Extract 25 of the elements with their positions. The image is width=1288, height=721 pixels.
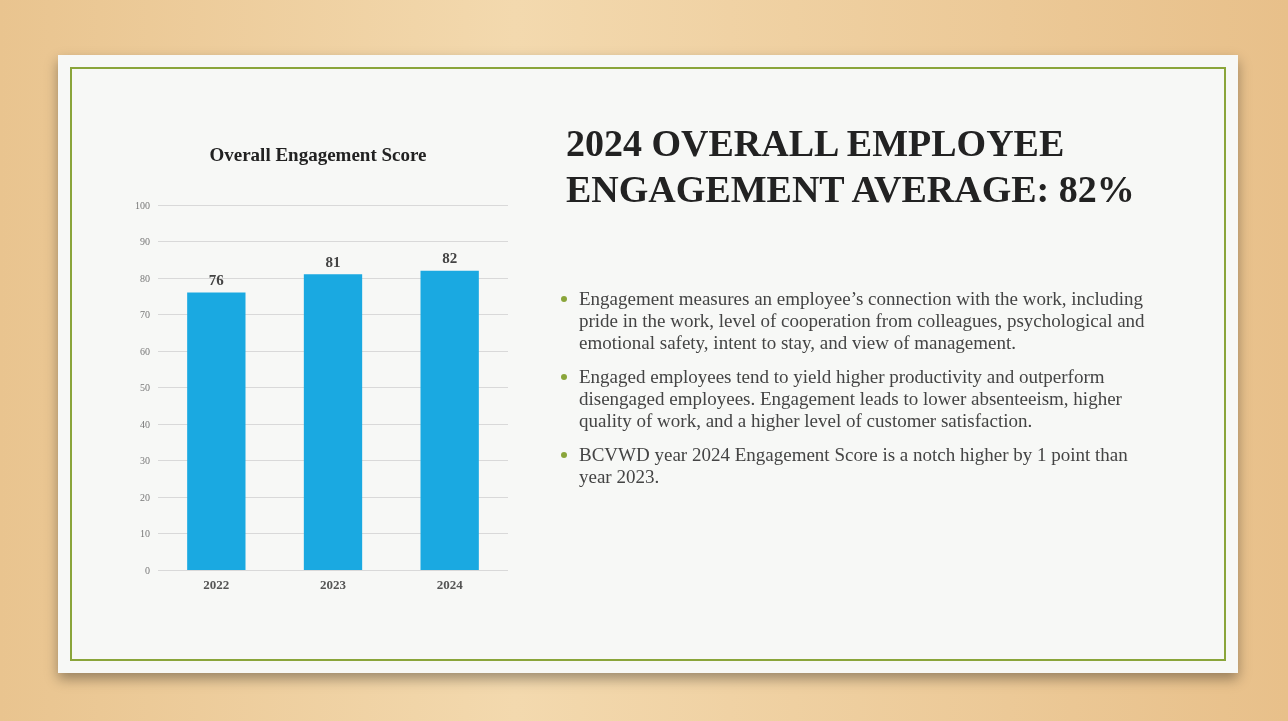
y-tick-label: 70: [140, 309, 150, 320]
y-tick-label: 50: [140, 382, 150, 393]
text: 2024 OVERALL EMPLOYEE ENGAGEMENT AVERAGE: 82%: [566, 121, 1136, 212]
y-tick-label: 30: [140, 455, 150, 466]
data-label: 81: [325, 253, 341, 270]
text: Engagement measures an employee’s connection with the work, including pride in the work, level of cooperation from colleagues, psychological and emotional safety, intent to stay, and view of management.: [579, 288, 1145, 353]
y-tick-label: 90: [140, 236, 150, 247]
y-tick-label: 60: [140, 345, 150, 357]
bar: [303, 274, 363, 570]
bar: [187, 292, 246, 570]
x-tick-label: 2022: [203, 577, 230, 592]
text: Engaged employees tend to yield higher productivity and outperform disengaged employees. Engagement leads to lower absenteeism, higher quality of work, and a higher level of customer satisfaction.: [579, 366, 1122, 431]
data-label: 76: [208, 272, 225, 289]
y-tick-label: 0: [145, 564, 150, 576]
bar: [420, 270, 479, 570]
y-tick-label: 10: [140, 528, 150, 539]
chart-title: Overall Engagement Score: [209, 144, 427, 165]
y-tick-label: 20: [140, 491, 150, 503]
data-label: 82: [442, 250, 458, 267]
y-tick-label: 80: [140, 272, 150, 284]
x-tick-label: 2023: [320, 577, 347, 592]
y-tick-label: 100: [135, 199, 150, 211]
x-tick-label: 2024: [436, 577, 464, 592]
y-tick-label: 40: [140, 418, 150, 430]
text: BCVWD year 2024 Engagement Score is a notch higher by 1 point than year 2023.: [579, 444, 1128, 487]
